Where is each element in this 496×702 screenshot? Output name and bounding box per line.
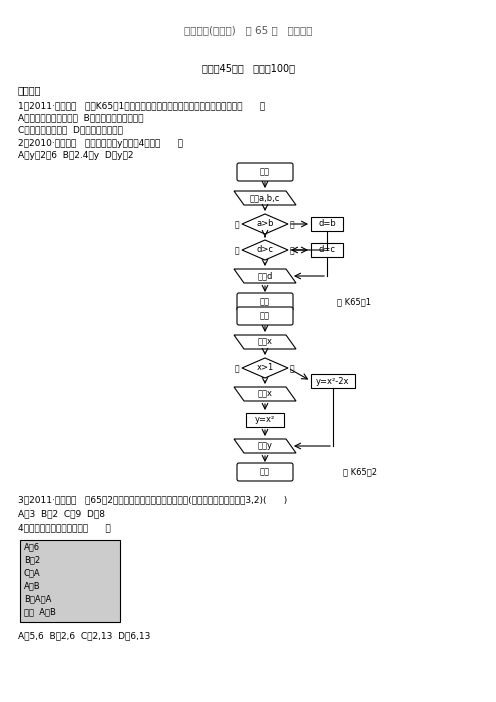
Text: 否: 否: [290, 364, 295, 373]
Text: 开始: 开始: [260, 312, 270, 321]
Text: 开始: 开始: [260, 168, 270, 176]
FancyBboxPatch shape: [237, 163, 293, 181]
Text: 基础热身: 基础热身: [18, 85, 42, 95]
Text: 图 K65－2: 图 K65－2: [343, 468, 377, 477]
Text: d=b: d=b: [318, 220, 336, 228]
Text: x>1: x>1: [256, 364, 274, 373]
Polygon shape: [242, 240, 288, 260]
FancyBboxPatch shape: [237, 463, 293, 481]
Text: 输出y: 输出y: [257, 442, 272, 451]
FancyBboxPatch shape: [237, 307, 293, 325]
Polygon shape: [234, 387, 296, 401]
Text: 是: 是: [290, 220, 295, 229]
Text: 结束: 结束: [260, 468, 270, 477]
Text: A＝B: A＝B: [24, 581, 41, 590]
Text: A．y＝2－6  B．2.4－y  D．y－2: A．y＝2－6 B．2.4－y D．y－2: [18, 150, 133, 159]
Text: A＝6: A＝6: [24, 542, 40, 551]
Text: 是: 是: [235, 364, 239, 373]
Text: 是: 是: [290, 246, 295, 255]
Text: A．求三个数中最大的数  B．求三个数中最小的数: A．求三个数中最大的数 B．求三个数中最小的数: [18, 114, 143, 123]
Bar: [311, 374, 355, 388]
Text: 输入x: 输入x: [257, 338, 272, 347]
Text: 4．下面程序运行的结果是（      ）: 4．下面程序运行的结果是（ ）: [18, 524, 111, 533]
Text: C＝A: C＝A: [24, 568, 41, 577]
Text: C．按从小到大排列  D．按从大到小排列: C．按从小到大排列 D．按从大到小排列: [18, 126, 123, 135]
Text: 3．2011·粤西联考   图65－2所示流程图运行后输出的结果为(运行时从键盘依次输入3,2)(      ): 3．2011·粤西联考 图65－2所示流程图运行后输出的结果为(运行时从键盘依次…: [18, 496, 287, 505]
Text: A．5,6  B．2,6  C．2,13  D．6,13: A．5,6 B．2,6 C．2,13 D．6,13: [18, 632, 150, 640]
Text: 时间：45分钟   分值：100分: 时间：45分钟 分值：100分: [201, 63, 295, 73]
Text: 否: 否: [235, 246, 239, 255]
Polygon shape: [234, 335, 296, 349]
Polygon shape: [242, 358, 288, 378]
Text: 课时作业(六十五)   第 65 讲   算法初步: 课时作业(六十五) 第 65 讲 算法初步: [184, 25, 312, 35]
Text: B＝2: B＝2: [24, 555, 40, 564]
Text: 图 K65－1: 图 K65－1: [337, 298, 371, 307]
Text: d=c: d=c: [318, 246, 335, 255]
Text: 输出d: 输出d: [257, 272, 273, 281]
Text: y=x²-2x: y=x²-2x: [316, 376, 350, 385]
Polygon shape: [234, 269, 296, 283]
Text: 1．2011·安庆模拟   如图K65－1给出了一个算法流程图，该算法流程图的功能是（      ）: 1．2011·安庆模拟 如图K65－1给出了一个算法流程图，该算法流程图的功能是…: [18, 102, 265, 110]
Polygon shape: [242, 214, 288, 234]
Text: 2．2010·广州模拟   下列赋值能使y的值为4的是（      ）: 2．2010·广州模拟 下列赋值能使y的值为4的是（ ）: [18, 138, 183, 147]
Text: 输出  A，B: 输出 A，B: [24, 607, 56, 616]
Text: 输入a,b,c: 输入a,b,c: [250, 194, 280, 202]
Text: 否: 否: [235, 220, 239, 229]
Polygon shape: [234, 439, 296, 453]
Bar: [311, 243, 343, 257]
Text: 输入x: 输入x: [257, 390, 272, 399]
Text: d>c: d>c: [256, 246, 273, 255]
Text: y=x²: y=x²: [255, 416, 275, 425]
Bar: [246, 413, 284, 427]
FancyBboxPatch shape: [237, 293, 293, 311]
Bar: [311, 217, 343, 231]
Bar: [20, 540, 120, 622]
Text: 结束: 结束: [260, 298, 270, 307]
Text: a>b: a>b: [256, 220, 274, 228]
Polygon shape: [234, 191, 296, 205]
Text: A．3  B．2  C．9  D．8: A．3 B．2 C．9 D．8: [18, 510, 105, 519]
Text: B＝A＋A: B＝A＋A: [24, 594, 52, 603]
